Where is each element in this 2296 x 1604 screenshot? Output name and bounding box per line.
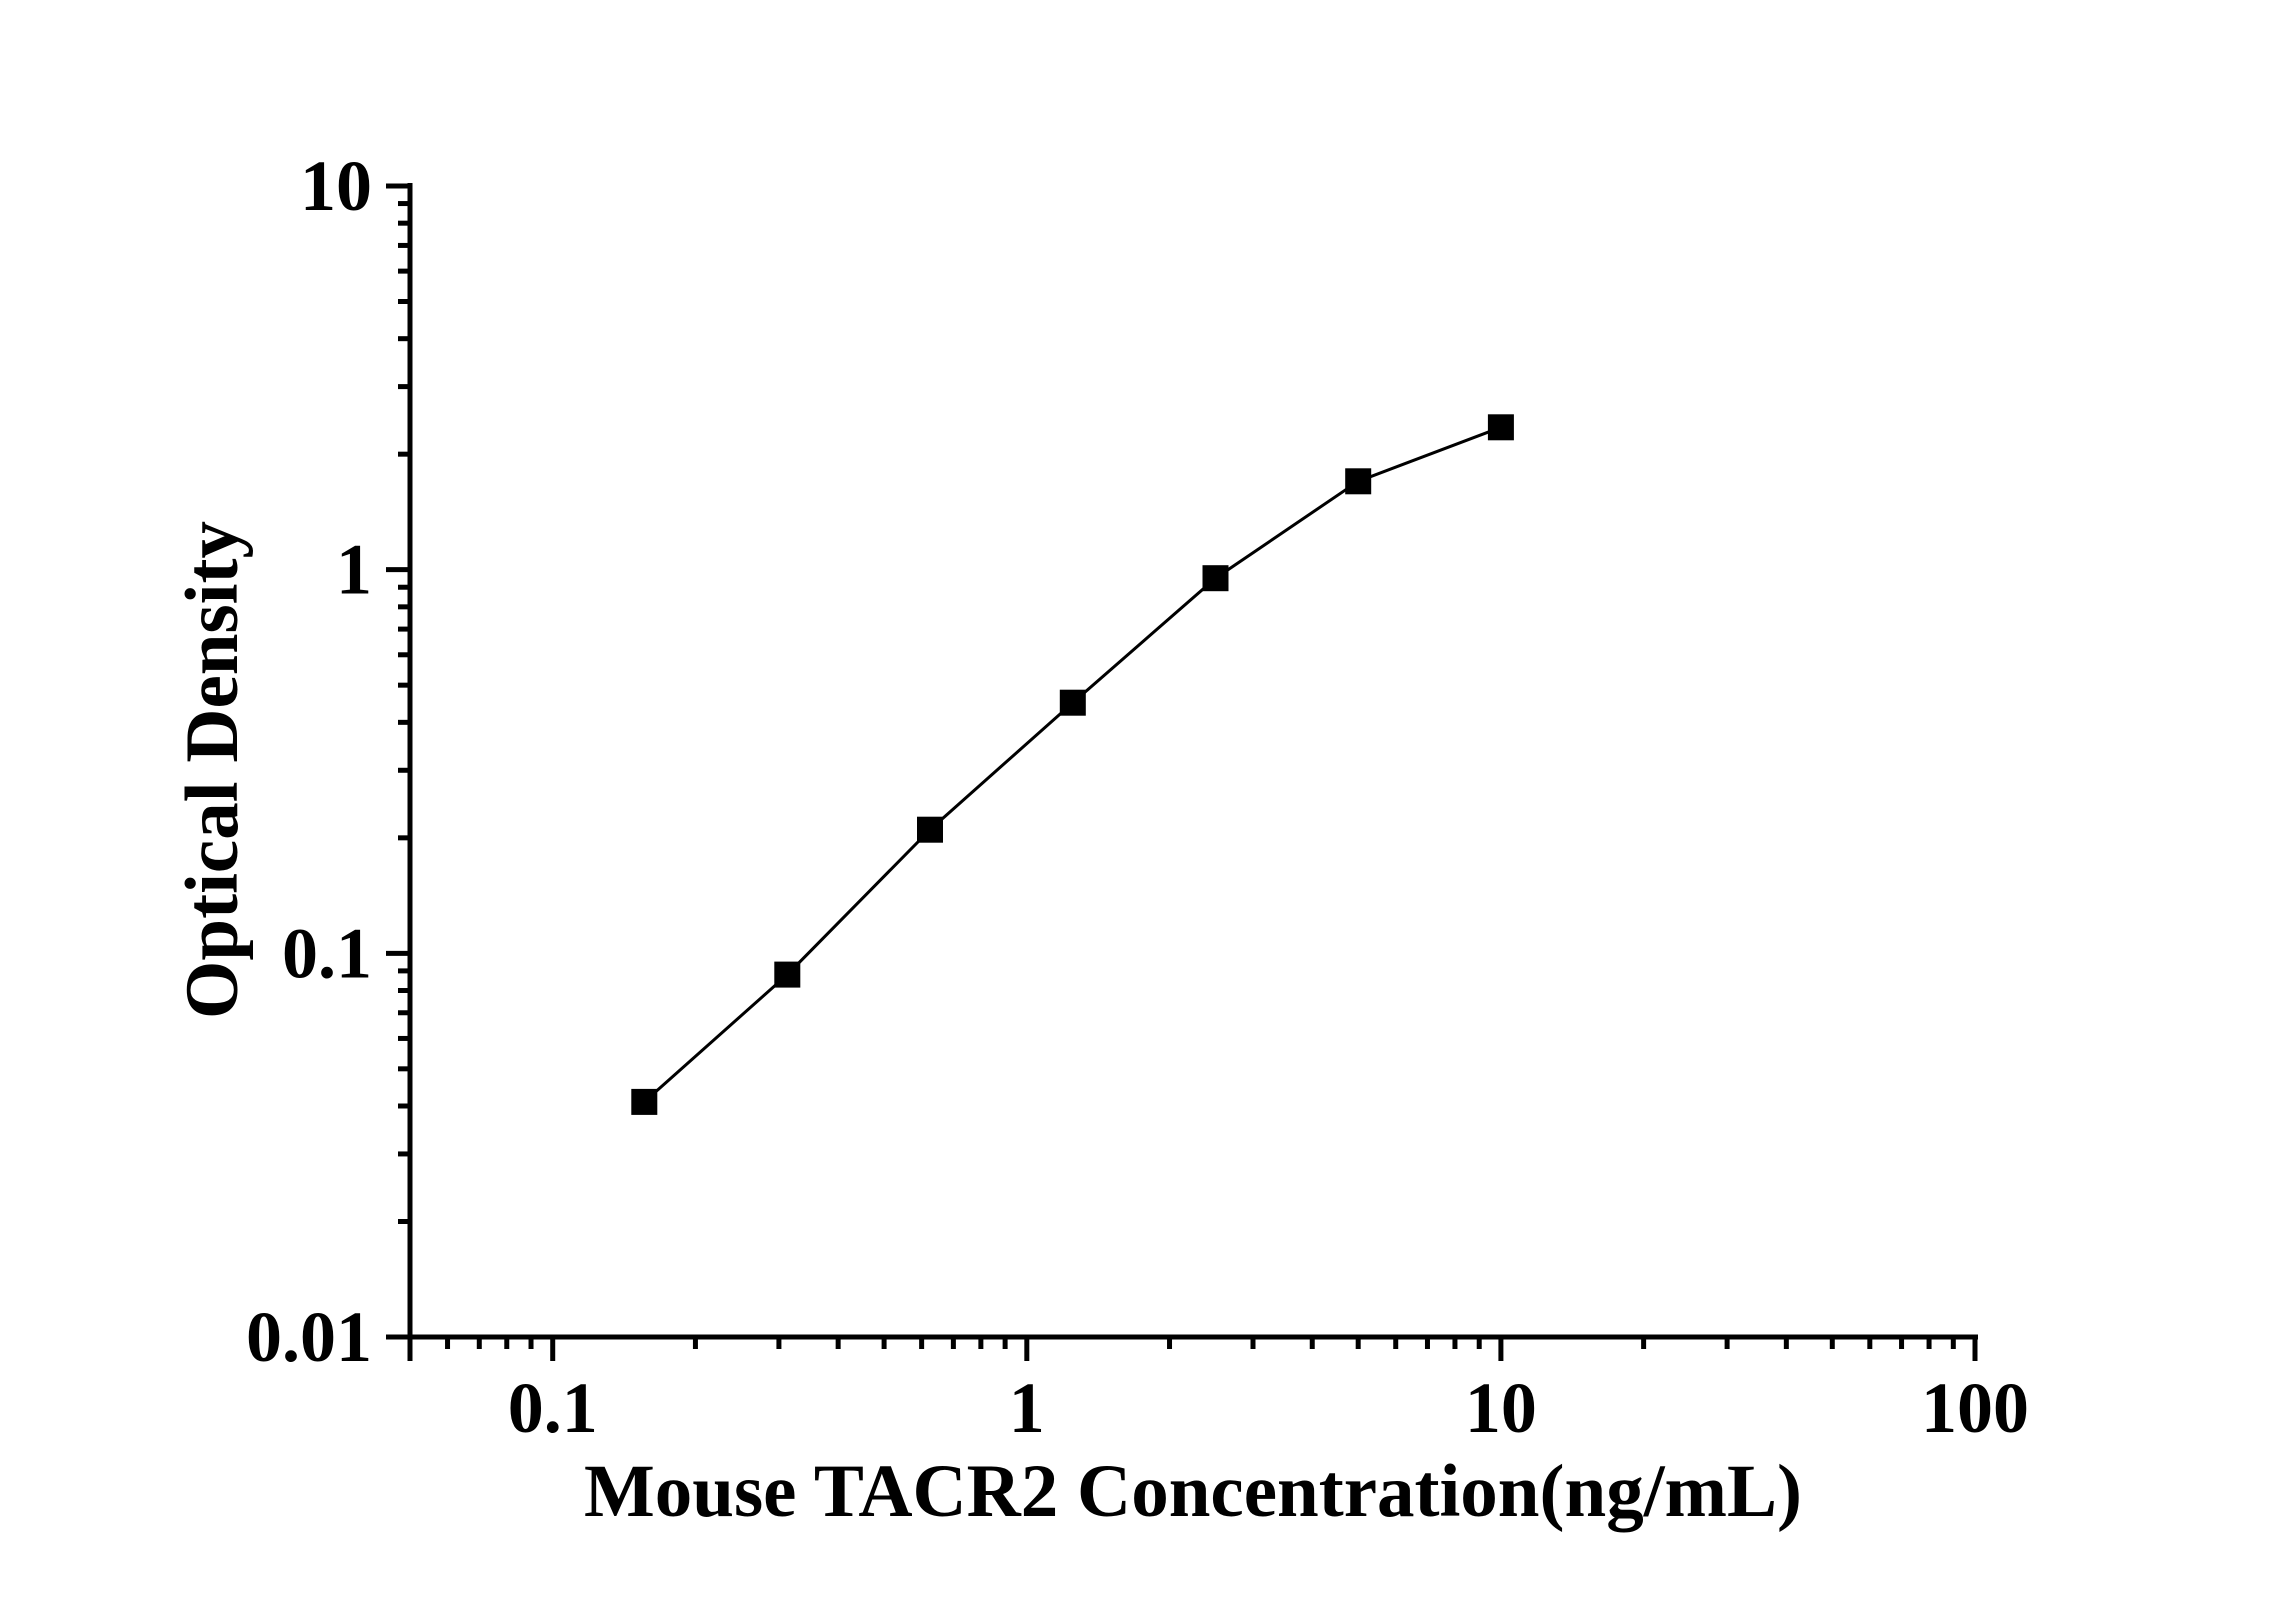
y-tick-label: 1	[336, 530, 372, 610]
data-point-marker	[631, 1088, 658, 1115]
data-point-marker	[1059, 689, 1086, 716]
data-point-marker	[1202, 565, 1229, 592]
y-tick-label: 0.01	[246, 1297, 372, 1377]
series-line	[643, 425, 1502, 1104]
data-point-marker	[1345, 468, 1372, 495]
axes-layer: 0.1 1 10 100 0.01 0.1 1 10	[246, 146, 2029, 1448]
y-axis-title: Optical Density	[171, 521, 254, 1019]
x-tick-label: 0.1	[508, 1368, 598, 1448]
x-tick-label: 100	[1921, 1368, 2029, 1448]
data-point-marker	[774, 961, 801, 988]
x-tick-label: 10	[1465, 1368, 1537, 1448]
data-point-marker	[917, 816, 943, 843]
series-layer	[631, 414, 1514, 1115]
x-axis-title: Mouse TACR2 Concentration(ng/mL)	[584, 1450, 1802, 1533]
y-tick-label: 0.1	[282, 913, 372, 993]
x-tick-label: 1	[1009, 1368, 1045, 1448]
data-point-marker	[1487, 414, 1514, 441]
y-tick-label: 10	[300, 146, 372, 226]
